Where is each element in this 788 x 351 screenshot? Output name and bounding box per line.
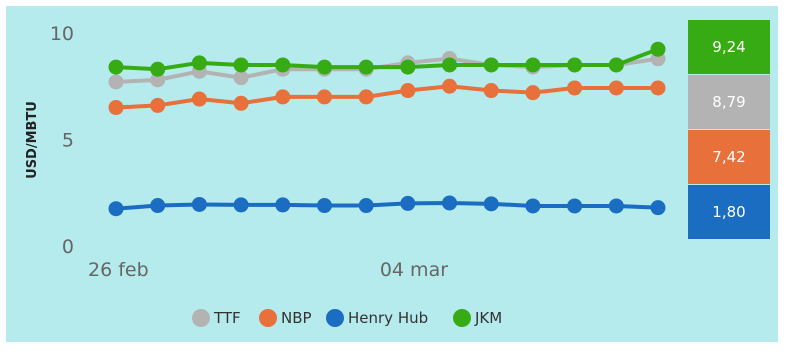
data-point-henry-hub[interactable] — [442, 195, 458, 211]
data-point-nbp[interactable] — [483, 83, 499, 99]
legend-label: NBP — [281, 309, 312, 327]
data-point-henry-hub[interactable] — [316, 198, 332, 214]
data-point-jkm[interactable] — [525, 57, 541, 73]
legend-item-nbp[interactable]: NBP — [259, 309, 312, 327]
data-point-jkm[interactable] — [608, 57, 624, 73]
data-point-nbp[interactable] — [191, 91, 207, 107]
latest-card-bg — [688, 185, 770, 239]
data-point-henry-hub[interactable] — [108, 201, 124, 217]
data-point-nbp[interactable] — [650, 80, 666, 96]
y-axis-label: USD/MBTU — [25, 101, 40, 179]
data-point-henry-hub[interactable] — [150, 198, 166, 214]
legend-marker — [326, 309, 344, 327]
data-point-henry-hub[interactable] — [275, 197, 291, 213]
data-point-jkm[interactable] — [233, 57, 249, 73]
data-point-jkm[interactable] — [275, 57, 291, 73]
data-point-nbp[interactable] — [150, 97, 166, 113]
data-point-jkm[interactable] — [650, 41, 666, 57]
data-point-jkm[interactable] — [316, 59, 332, 75]
series-ttf — [108, 51, 666, 90]
data-point-jkm[interactable] — [150, 61, 166, 77]
latest-value-label: 8,79 — [712, 93, 745, 111]
data-point-ttf[interactable] — [233, 70, 249, 86]
legend-label: Henry Hub — [348, 309, 428, 327]
latest-card-jkm: 9,24 — [688, 20, 770, 74]
data-point-jkm[interactable] — [358, 59, 374, 75]
latest-value-label: 9,24 — [712, 38, 745, 56]
data-point-ttf[interactable] — [108, 74, 124, 90]
data-point-henry-hub[interactable] — [358, 198, 374, 214]
data-point-jkm[interactable] — [567, 57, 583, 73]
data-point-jkm[interactable] — [483, 57, 499, 73]
data-point-nbp[interactable] — [608, 80, 624, 96]
legend-item-henry-hub[interactable]: Henry Hub — [326, 309, 428, 327]
data-point-henry-hub[interactable] — [400, 195, 416, 211]
data-point-henry-hub[interactable] — [233, 197, 249, 213]
latest-value-label: 7,42 — [712, 148, 745, 166]
legend-marker — [453, 309, 471, 327]
data-point-nbp[interactable] — [400, 83, 416, 99]
data-point-henry-hub[interactable] — [567, 198, 583, 214]
x-tick-label: 26 feb — [88, 259, 149, 281]
data-point-jkm[interactable] — [442, 57, 458, 73]
latest-card-bg — [688, 130, 770, 184]
series-jkm — [108, 41, 666, 77]
data-point-nbp[interactable] — [316, 89, 332, 105]
data-point-henry-hub[interactable] — [525, 198, 541, 214]
legend-marker — [259, 309, 277, 327]
data-point-nbp[interactable] — [275, 89, 291, 105]
latest-value-cards: 9,24 8,79 7,42 1,80 — [688, 20, 770, 239]
legend-marker — [192, 309, 210, 327]
legend[interactable]: TTF NBP Henry Hub JKM — [192, 309, 502, 327]
legend-item-ttf[interactable]: TTF — [192, 309, 241, 327]
legend-label: TTF — [213, 309, 241, 327]
x-ticks: 26 feb 04 mar — [88, 259, 448, 281]
data-point-jkm[interactable] — [400, 59, 416, 75]
data-point-henry-hub[interactable] — [191, 196, 207, 212]
series-lines — [108, 41, 666, 217]
legend-label: JKM — [474, 309, 502, 327]
data-point-nbp[interactable] — [525, 85, 541, 101]
series-nbp — [108, 78, 666, 116]
latest-card-nbp: 7,42 — [688, 130, 770, 184]
latest-card-henry-hub: 1,80 — [688, 185, 770, 239]
y-tick-label: 10 — [50, 23, 74, 45]
latest-card-bg — [688, 20, 770, 74]
data-point-jkm[interactable] — [108, 59, 124, 75]
data-point-jkm[interactable] — [191, 55, 207, 71]
latest-card-ttf: 8,79 — [688, 75, 770, 129]
data-point-henry-hub[interactable] — [483, 196, 499, 212]
data-point-nbp[interactable] — [567, 80, 583, 96]
data-point-ttf[interactable] — [150, 72, 166, 88]
latest-value-label: 1,80 — [712, 203, 745, 221]
data-point-nbp[interactable] — [442, 78, 458, 94]
data-point-henry-hub[interactable] — [608, 198, 624, 214]
series-henry-hub — [108, 195, 666, 217]
legend-item-jkm[interactable]: JKM — [453, 309, 502, 327]
latest-card-bg — [688, 75, 770, 129]
y-tick-label: 5 — [62, 130, 74, 152]
data-point-henry-hub[interactable] — [650, 200, 666, 216]
data-point-nbp[interactable] — [108, 100, 124, 116]
y-tick-label: 0 — [62, 236, 74, 258]
x-tick-label: 04 mar — [380, 259, 448, 281]
y-ticks: 0 5 10 — [50, 23, 74, 258]
data-point-nbp[interactable] — [358, 89, 374, 105]
data-point-nbp[interactable] — [233, 95, 249, 111]
